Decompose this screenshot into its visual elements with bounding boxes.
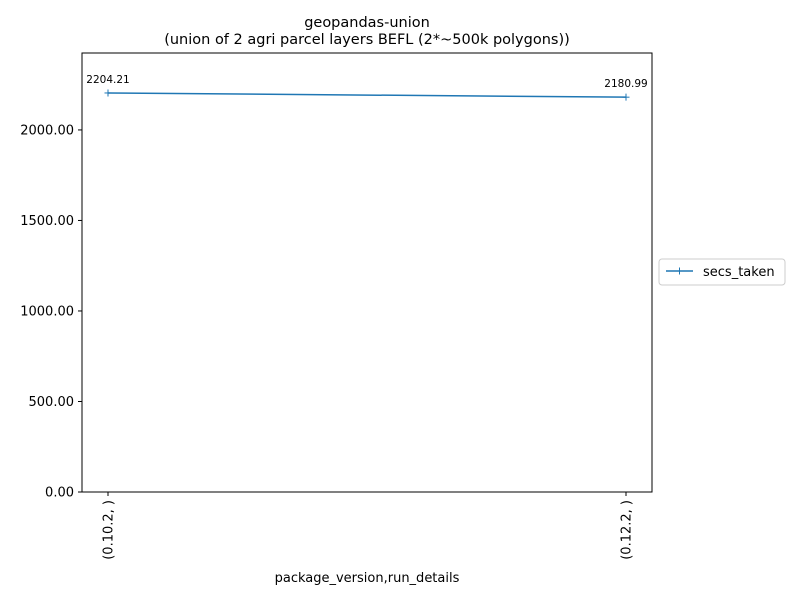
y-axis: 0.00 500.00 1000.00 1500.00 2000.00 <box>20 123 82 501</box>
legend: secs_taken <box>658 258 786 286</box>
legend-box <box>658 258 786 286</box>
series-line <box>107 92 627 98</box>
y-tick-label: 0.00 <box>45 486 74 501</box>
legend-marker <box>676 267 683 275</box>
data-label: 2180.99 <box>604 78 647 90</box>
chart-title: geopandas-union <box>304 15 430 31</box>
y-tick-label: 1000.00 <box>20 304 74 319</box>
y-tick-label: 500.00 <box>29 395 75 410</box>
x-axis: (0.10.2, ) (0.12.2, ) <box>102 492 635 560</box>
data-point <box>104 89 112 97</box>
plot-area <box>81 52 653 493</box>
legend-label: secs_taken <box>703 265 775 280</box>
y-tick-label: 1500.00 <box>20 214 74 229</box>
chart-subtitle: (union of 2 agri parcel layers BEFL (2*~… <box>164 32 570 48</box>
data-label: 2204.21 <box>86 74 129 86</box>
x-tick-label: (0.12.2, ) <box>620 500 635 560</box>
series-layer: 2204.21 2180.99 <box>86 74 648 101</box>
data-point <box>622 93 630 101</box>
y-tick-label: 2000.00 <box>20 123 74 138</box>
x-tick-label: (0.10.2, ) <box>102 500 117 560</box>
x-axis-label: package_version,run_details <box>275 571 460 586</box>
